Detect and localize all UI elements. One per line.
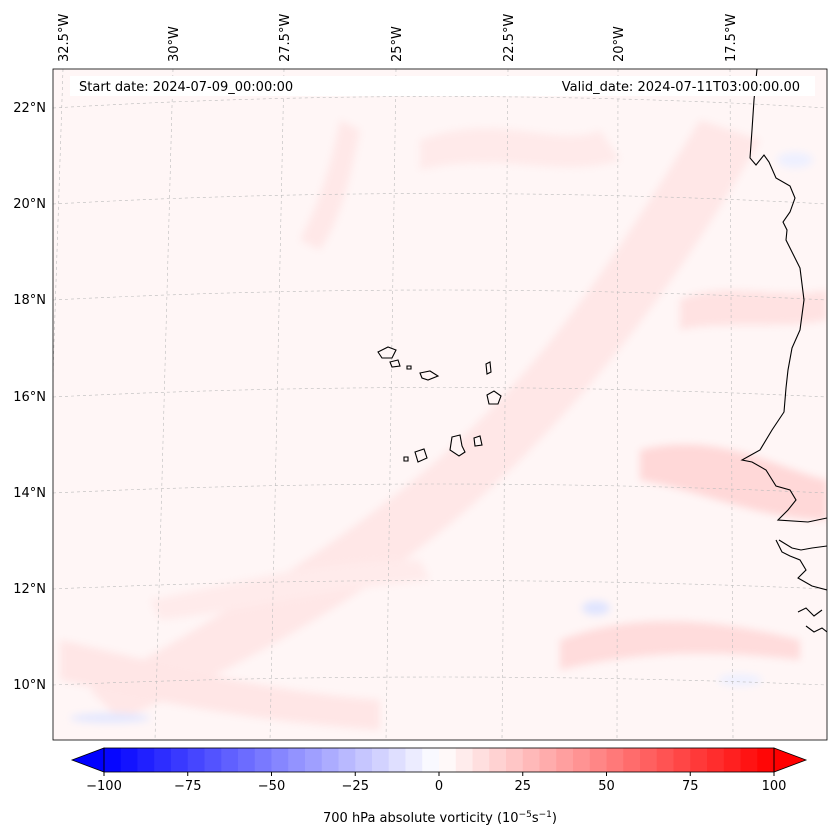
colorbar-tick-label: −75: [174, 779, 201, 794]
colorbar-cell: [707, 748, 725, 772]
colorbar-tick-label: −50: [258, 779, 285, 794]
colorbar-tick-label: 25: [514, 779, 531, 794]
colorbar-cell: [640, 748, 658, 772]
colorbar-cell: [338, 748, 356, 772]
colorbar-cell: [187, 748, 205, 772]
colorbar-cell: [539, 748, 557, 772]
colorbar-cell: [321, 748, 339, 772]
map-panel: Start date: 2024-07-09_00:00:00 Valid_da…: [52, 68, 828, 741]
lat-label: 10°N: [13, 678, 46, 693]
colorbar-cell: [305, 748, 323, 772]
valid-date-label: Valid_date: 2024-07-11T03:00:00.00: [562, 80, 800, 95]
colorbar-cell: [288, 748, 306, 772]
lat-label: 22°N: [13, 101, 46, 116]
graticule: [53, 69, 827, 740]
colorbar-ticks: −100 −75 −50 −25 0 25 50 75 100: [86, 772, 786, 794]
lon-label: 30°W: [167, 26, 182, 62]
colorbar-cell: [455, 748, 473, 772]
colorbar-cell: [757, 748, 775, 772]
colorbar-tick-label: −100: [86, 779, 122, 794]
latitude-labels: 22°N 20°N 18°N 16°N 14°N 12°N 10°N: [13, 101, 46, 693]
colorbar-label-exp2: −1: [539, 810, 552, 820]
map-frame: [52, 68, 828, 741]
longitude-labels: 32.5°W 30°W 27.5°W 25°W 22.5°W 20°W 17.5…: [57, 14, 739, 62]
colorbar-cell: [439, 748, 457, 772]
colorbar-cell: [690, 748, 708, 772]
colorbar-cell: [506, 748, 524, 772]
lat-label: 20°N: [13, 197, 46, 212]
vorticity-field: [60, 120, 827, 730]
lat-label: 12°N: [13, 582, 46, 597]
colorbar-cell: [673, 748, 691, 772]
lon-label: 25°W: [390, 26, 405, 62]
colorbar-tick-label: 100: [762, 779, 787, 794]
colorbar-tick-label: −25: [342, 779, 369, 794]
colorbar-cell: [137, 748, 155, 772]
colorbar-cell: [254, 748, 272, 772]
colorbar-cell: [522, 748, 540, 772]
colorbar-cell: [723, 748, 741, 772]
cape-verde-islands: [377, 346, 502, 463]
colorbar-cells: [104, 748, 775, 772]
colorbar-tick-label: 0: [435, 779, 443, 794]
lon-label: 20°W: [612, 26, 627, 62]
colorbar-cell: [221, 748, 239, 772]
lon-label: 27.5°W: [278, 14, 293, 62]
colorbar-label-end: ): [552, 811, 557, 826]
colorbar-cell: [489, 748, 507, 772]
colorbar-tick-label: 75: [682, 779, 699, 794]
lon-label: 32.5°W: [57, 14, 72, 62]
colorbar-cell: [355, 748, 373, 772]
colorbar-cell: [372, 748, 390, 772]
colorbar-cell: [472, 748, 490, 772]
colorbar-cell: [204, 748, 222, 772]
colorbar-cell: [238, 748, 256, 772]
colorbar-label-mid: s: [532, 811, 539, 826]
lat-label: 16°N: [13, 390, 46, 405]
lat-label: 18°N: [13, 293, 46, 308]
lon-label: 17.5°W: [724, 14, 739, 62]
start-date-label: Start date: 2024-07-09_00:00:00: [79, 80, 293, 95]
lat-label: 14°N: [13, 486, 46, 501]
colorbar-cell: [154, 748, 172, 772]
coastline: [740, 69, 827, 633]
colorbar-label-exp1: −5: [519, 810, 532, 820]
colorbar-cell: [422, 748, 440, 772]
colorbar-cell: [573, 748, 591, 772]
colorbar-label: 700 hPa absolute vorticity (10−5s−1): [323, 810, 557, 826]
colorbar-high-extend: [773, 747, 808, 773]
colorbar-cell: [104, 748, 122, 772]
colorbar-cell: [405, 748, 423, 772]
colorbar-cell: [740, 748, 758, 772]
colorbar-low-extend: [70, 747, 105, 773]
date-banner: [70, 76, 815, 96]
colorbar: −100 −75 −50 −25 0 25 50 75 100 700 hPa …: [70, 747, 808, 826]
colorbar-cell: [656, 748, 674, 772]
lon-label: 22.5°W: [502, 14, 517, 62]
colorbar-cell: [606, 748, 624, 772]
colorbar-label-main: 700 hPa absolute vorticity (10: [323, 811, 519, 826]
colorbar-cell: [388, 748, 406, 772]
colorbar-cell: [171, 748, 189, 772]
colorbar-tick-label: 50: [598, 779, 615, 794]
colorbar-cell: [556, 748, 574, 772]
colorbar-cell: [589, 748, 607, 772]
colorbar-cell: [271, 748, 289, 772]
colorbar-cell: [623, 748, 641, 772]
colorbar-cell: [120, 748, 138, 772]
